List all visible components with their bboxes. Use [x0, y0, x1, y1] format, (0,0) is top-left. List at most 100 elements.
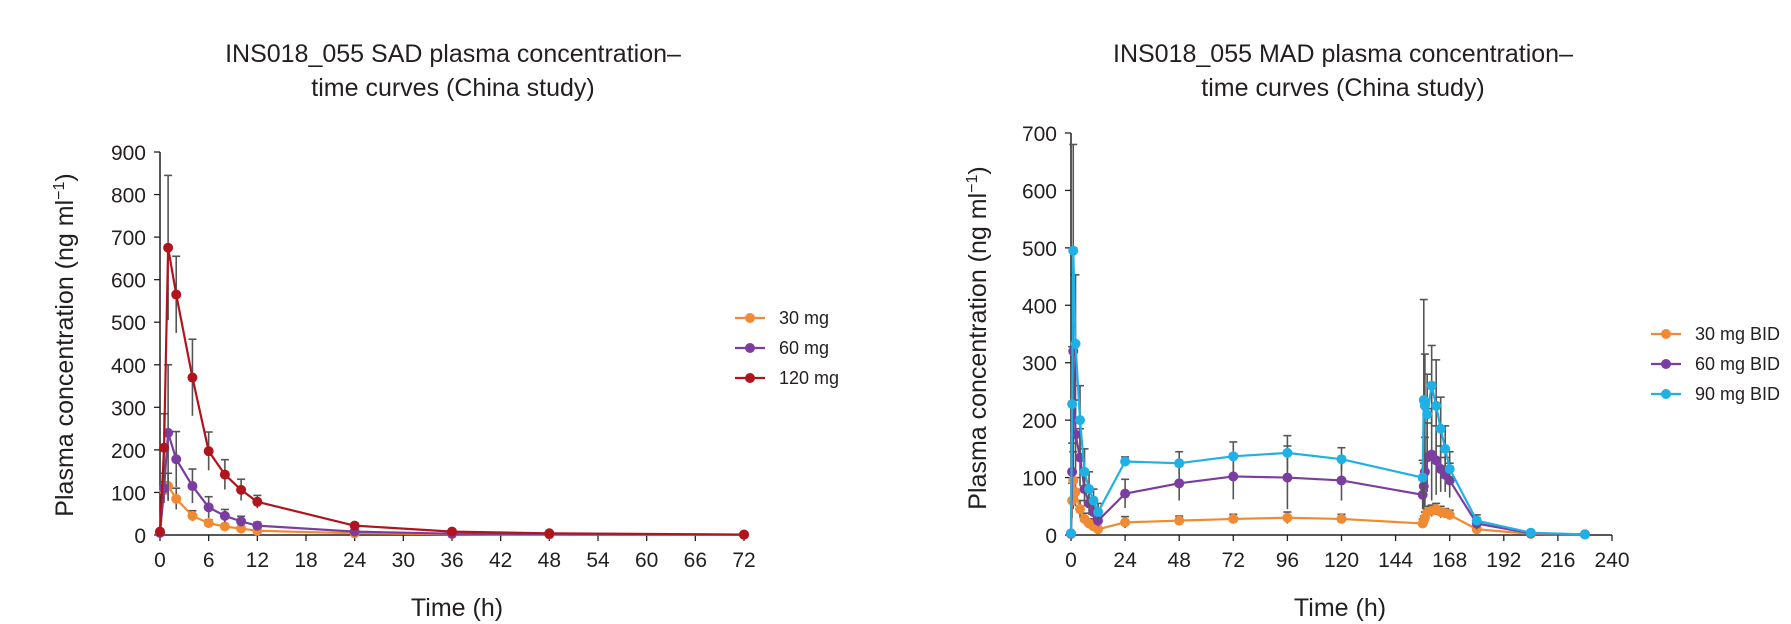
mad-y-tick-label: 100 [1022, 468, 1057, 491]
mad-data-point [1435, 423, 1446, 434]
sad-y-axis-label-close: ) [51, 173, 79, 181]
sad-data-point [219, 469, 230, 480]
sad-data-point [159, 483, 170, 494]
mad-data-point [1093, 507, 1104, 518]
sad-title-line2: time curves (China study) [311, 74, 594, 102]
mad-data-point [1417, 472, 1428, 483]
sad-data-point [171, 493, 182, 504]
mad-data-point [1444, 463, 1455, 474]
mad-data-point [1174, 515, 1185, 526]
sad-x-tick-label: 72 [732, 549, 755, 572]
mad-data-point [1075, 415, 1086, 426]
sad-y-tick-label: 400 [111, 355, 146, 378]
mad-y-axis-label-sup: −1 [964, 175, 981, 193]
sad-y-tick-label: 200 [111, 440, 146, 463]
sad-data-point [203, 446, 214, 457]
mad-data-point [1431, 400, 1442, 411]
sad-data-point [219, 521, 230, 532]
sad-data-point [739, 529, 749, 540]
mad-data-point [1174, 458, 1185, 469]
mad-legend-swatch-marker [1661, 329, 1671, 339]
mad-legend-swatch-marker [1661, 359, 1671, 369]
sad-title-line1: INS018_055 SAD plasma concentration– [225, 40, 681, 68]
mad-x-tick-label: 216 [1540, 549, 1575, 572]
sad-x-tick-label: 6 [203, 549, 215, 572]
sad-data-point [163, 427, 174, 438]
mad-data-point [1067, 399, 1078, 410]
mad-legend-label: 90 mg BID [1695, 384, 1780, 404]
mad-data-point [1336, 475, 1347, 486]
mad-title-line2: time curves (China study) [1201, 74, 1484, 102]
mad-data-point [1440, 443, 1451, 454]
mad-data-point [1419, 400, 1430, 411]
sad-data-point [187, 510, 198, 521]
mad-data-point [1444, 509, 1455, 520]
sad-data-point [187, 481, 198, 492]
sad-data-point [544, 528, 555, 539]
mad-x-tick-label: 144 [1378, 549, 1413, 572]
mad-y-axis-label-main: Plasma concentration (ng ml [964, 193, 992, 510]
sad-data-point [187, 372, 198, 383]
mad-legend-swatch-marker [1661, 389, 1671, 399]
mad-data-point [1084, 484, 1095, 495]
mad-data-point [1228, 451, 1239, 462]
sad-y-tick-label: 800 [111, 185, 146, 208]
mad-data-point [1068, 245, 1079, 256]
mad-x-tick-label: 96 [1276, 549, 1299, 572]
sad-data-point [236, 516, 247, 527]
mad-data-point [1426, 380, 1437, 391]
sad-series-line [158, 246, 745, 536]
sad-series-60-mg [155, 363, 749, 540]
sad-data-point [252, 520, 263, 531]
mad-data-point [1579, 529, 1590, 540]
mad-chart: INS018_055 MAD plasma concentration– tim… [964, 40, 1780, 622]
mad-data-point [1282, 447, 1293, 458]
mad-y-tick-label: 500 [1022, 238, 1057, 261]
mad-y-tick-label: 400 [1022, 295, 1057, 318]
mad-data-point [1075, 504, 1086, 515]
sad-legend: 30 mg 60 mg 120 mg [735, 308, 839, 388]
sad-x-tick-label: 0 [154, 549, 166, 572]
sad-plot-area [155, 174, 749, 540]
sad-legend-swatch-marker [745, 373, 755, 383]
mad-y-tick-label: 0 [1045, 525, 1057, 548]
sad-y-tick-label: 700 [111, 227, 146, 250]
mad-data-point [1120, 488, 1131, 499]
sad-data-point [236, 523, 247, 534]
mad-x-tick-label: 0 [1065, 549, 1077, 572]
mad-x-tick-label: 72 [1222, 549, 1245, 572]
sad-x-tick-label: 24 [343, 549, 367, 572]
mad-y-tick-label: 300 [1022, 353, 1057, 376]
sad-data-point [203, 518, 214, 529]
sad-x-tick-label: 60 [635, 549, 658, 572]
mad-data-point [1228, 471, 1239, 482]
mad-legend-label: 60 mg BID [1695, 354, 1780, 374]
mad-data-point [1174, 478, 1185, 489]
sad-y-tick-label: 300 [111, 397, 146, 420]
sad-data-point [447, 526, 457, 537]
mad-data-point [1068, 475, 1079, 486]
mad-x-tick-label: 168 [1432, 549, 1467, 572]
sad-chart: INS018_055 SAD plasma concentration– tim… [51, 40, 839, 622]
sad-legend-label: 60 mg [779, 338, 829, 358]
sad-legend-item-30-mg: 30 mg [735, 308, 829, 328]
mad-data-point [1471, 515, 1482, 526]
mad-axes: 0 24 48 72 96 120 144 168 192 216 240 0 100 200 300 400… [1022, 123, 1630, 572]
mad-y-axis-label: Plasma concentration (ng ml−1) [964, 166, 992, 509]
sad-y-axis-label-main: Plasma concentration (ng ml [51, 200, 79, 517]
mad-plot-area [1066, 143, 1590, 540]
mad-series-line [1069, 350, 1585, 536]
mad-legend-item-60-mg-bid: 60 mg BID [1651, 354, 1780, 374]
sad-y-tick-label: 900 [111, 142, 146, 165]
mad-data-point [1228, 513, 1239, 524]
sad-x-tick-label: 30 [392, 549, 415, 572]
sad-data-point [219, 510, 230, 521]
sad-axes: 0 6 12 18 24 30 36 42 48 54 60 66 72 0 100 200 300 400 500… [111, 142, 756, 572]
mad-x-tick-label: 240 [1594, 549, 1629, 572]
sad-y-tick-label: 600 [111, 270, 146, 293]
sad-y-tick-label: 0 [134, 525, 146, 548]
sad-data-point [236, 484, 247, 495]
sad-legend-label: 120 mg [779, 368, 839, 388]
mad-data-point [1120, 517, 1131, 528]
sad-x-tick-label: 54 [586, 549, 610, 572]
